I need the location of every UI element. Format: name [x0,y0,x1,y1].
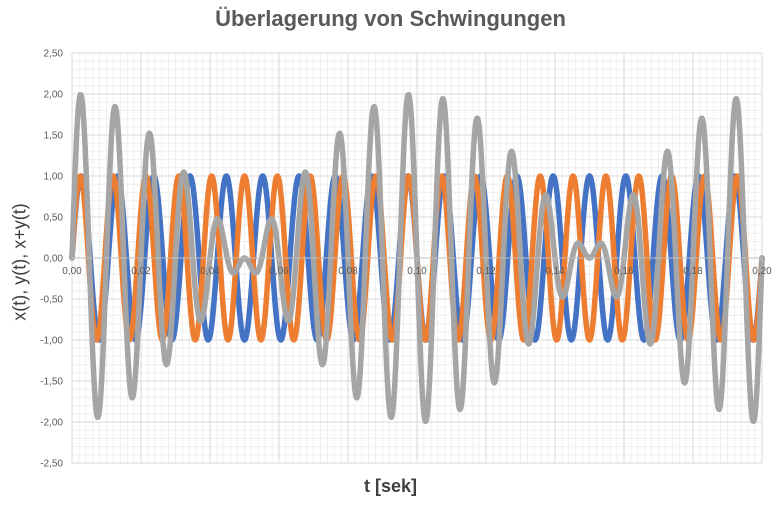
x-tick-label: 0,02 [131,266,151,277]
x-axis-label: t [sek] [363,476,417,496]
x-tick-label: 0,14 [545,266,565,277]
y-tick-label: 0,50 [44,213,64,224]
tick-labels: 0,00 0,02 0,04 0,06 0,08 0,10 0,12 0,14 0,16 0,18… [40,49,772,470]
x-tick-label: 0,08 [338,266,358,277]
axis-layer [71,257,763,262]
x-tick-label: 0,20 [752,266,772,277]
y-tick-label: 1,50 [44,131,64,142]
x-tick-label: 0,06 [269,266,289,277]
y-tick-label: -1,50 [40,377,63,388]
y-tick-label: 2,00 [44,90,64,101]
y-tick-label: -0,50 [40,295,63,306]
y-tick-label: 0,00 [44,254,64,265]
x-tick-label: 0,00 [62,266,82,277]
y-tick-label: -1,00 [40,336,63,347]
x-tick-label: 0,12 [476,266,496,277]
x-tick-label: 0,10 [407,266,427,277]
y-tick-label: 2,50 [44,49,64,60]
x-tick-label: 0,04 [200,266,220,277]
chart-title: Überlagerung von Schwingungen [215,6,566,31]
y-tick-label: -2,00 [40,418,63,429]
y-tick-label: -2,50 [40,459,63,470]
x-tick-label: 0,18 [683,266,703,277]
x-tick-label: 0,16 [614,266,634,277]
y-tick-label: 1,00 [44,172,64,183]
